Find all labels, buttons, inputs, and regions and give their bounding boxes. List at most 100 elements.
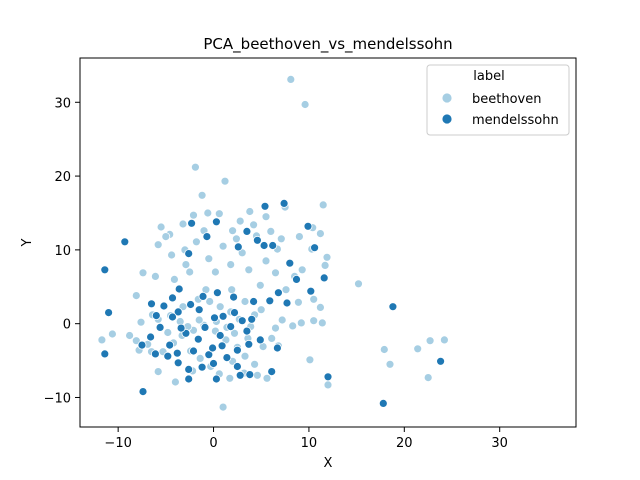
- data-point-mendelssohn: [155, 322, 165, 332]
- data-point-mendelssohn: [151, 311, 161, 321]
- data-point-mendelssohn: [232, 345, 242, 355]
- data-point-mendelssohn: [249, 297, 259, 306]
- data-point-mendelssohn: [159, 301, 169, 311]
- axis-ticks: −10 0 10 20 30 −10 0 10 20 30: [44, 96, 508, 451]
- data-point-beethoven: [226, 260, 236, 270]
- data-point-mendelssohn: [184, 249, 194, 259]
- data-point-beethoven: [354, 279, 363, 289]
- legend-label-mendelssohn: mendelssohn: [472, 113, 559, 128]
- data-point-beethoven: [136, 317, 146, 327]
- data-point-beethoven: [169, 274, 179, 284]
- x-tick-label: 20: [396, 436, 413, 451]
- data-point-beethoven: [153, 240, 163, 250]
- data-point-mendelssohn: [208, 343, 218, 353]
- data-point-mendelssohn: [137, 340, 147, 350]
- data-point-beethoven: [178, 219, 188, 229]
- data-point-beethoven: [131, 336, 141, 346]
- data-point-beethoven: [205, 297, 215, 306]
- data-point-beethoven: [262, 373, 272, 383]
- data-point-mendelssohn: [247, 314, 257, 324]
- data-point-beethoven: [189, 210, 198, 220]
- data-point-beethoven: [320, 260, 330, 270]
- data-point-mendelssohn: [204, 350, 214, 360]
- data-point-mendelssohn: [104, 308, 113, 318]
- data-point-mendelssohn: [319, 273, 329, 283]
- data-point-beethoven: [245, 207, 255, 216]
- data-point-beethoven: [266, 226, 276, 236]
- data-point-beethoven: [218, 402, 228, 412]
- chart-title: PCA_beethoven_vs_mendelssohn: [203, 35, 452, 54]
- data-point-mendelssohn: [255, 335, 265, 345]
- data-point-beethoven: [240, 351, 250, 361]
- data-point-mendelssohn: [252, 235, 262, 245]
- data-point-beethoven: [240, 297, 250, 306]
- y-tick-label: 10: [54, 244, 71, 259]
- data-point-beethoven: [315, 302, 325, 312]
- data-point-beethoven: [153, 367, 163, 377]
- data-point-beethoven: [197, 190, 207, 200]
- data-point-beethoven: [244, 265, 254, 275]
- data-point-mendelssohn: [279, 198, 289, 208]
- legend-box: [426, 64, 570, 136]
- data-point-mendelssohn: [197, 362, 207, 372]
- data-point-beethoven: [249, 220, 259, 230]
- data-point-beethoven: [167, 250, 177, 260]
- x-tick-label: 0: [209, 436, 217, 451]
- data-point-mendelssohn: [232, 362, 242, 371]
- data-point-mendelssohn: [176, 323, 186, 333]
- points-layer: [97, 75, 449, 412]
- data-point-mendelssohn: [229, 292, 239, 302]
- data-point-mendelssohn: [210, 313, 219, 323]
- data-point-beethoven: [297, 265, 307, 275]
- data-point-beethoven: [255, 280, 265, 290]
- x-tick-label: 30: [491, 436, 508, 451]
- data-point-beethoven: [210, 267, 220, 277]
- data-point-beethoven: [170, 377, 180, 387]
- data-point-beethoven: [293, 297, 303, 307]
- data-point-mendelssohn: [211, 374, 221, 384]
- data-point-beethoven: [261, 256, 271, 266]
- data-point-mendelssohn: [194, 305, 204, 315]
- data-point-mendelssohn: [217, 341, 227, 351]
- data-point-mendelssohn: [184, 364, 194, 374]
- data-point-beethoven: [215, 302, 225, 312]
- data-point-mendelssohn: [273, 288, 283, 298]
- data-point-mendelssohn: [198, 291, 208, 301]
- x-tick-label: 10: [301, 436, 318, 451]
- data-point-mendelssohn: [215, 331, 225, 340]
- data-point-mendelssohn: [388, 302, 398, 312]
- x-axis-title: X: [324, 456, 333, 471]
- data-point-beethoven: [385, 359, 395, 369]
- data-point-beethoven: [131, 291, 141, 301]
- data-point-mendelssohn: [202, 232, 212, 242]
- data-point-mendelssohn: [165, 340, 175, 350]
- legend-marker-mendelssohn: [441, 113, 453, 125]
- data-point-beethoven: [230, 328, 239, 338]
- y-tick-label: 20: [54, 170, 71, 185]
- y-axis-title: Y: [20, 238, 35, 247]
- data-point-mendelssohn: [267, 367, 277, 377]
- data-point-beethoven: [276, 234, 286, 244]
- data-point-beethoven: [256, 305, 266, 315]
- data-point-beethoven: [163, 328, 173, 337]
- data-point-mendelssohn: [242, 226, 252, 236]
- data-point-beethoven: [261, 212, 271, 222]
- data-point-beethoven: [277, 315, 287, 325]
- data-point-mendelssohn: [306, 286, 316, 296]
- data-point-mendelssohn: [268, 241, 278, 250]
- data-point-mendelssohn: [260, 201, 270, 211]
- data-point-mendelssohn: [230, 308, 239, 318]
- data-point-beethoven: [309, 294, 319, 304]
- data-point-mendelssohn: [212, 288, 222, 298]
- data-point-beethoven: [271, 268, 280, 278]
- data-point-mendelssohn: [172, 348, 182, 358]
- data-point-mendelssohn: [173, 358, 183, 368]
- data-point-mendelssohn: [138, 387, 148, 397]
- data-point-mendelssohn: [226, 322, 236, 332]
- data-point-mendelssohn: [218, 311, 228, 321]
- legend: label beethoven mendelssohn: [426, 64, 570, 136]
- data-point-beethoven: [220, 176, 230, 186]
- data-point-beethoven: [190, 162, 200, 172]
- data-point-beethoven: [318, 200, 328, 210]
- data-point-mendelssohn: [235, 370, 245, 380]
